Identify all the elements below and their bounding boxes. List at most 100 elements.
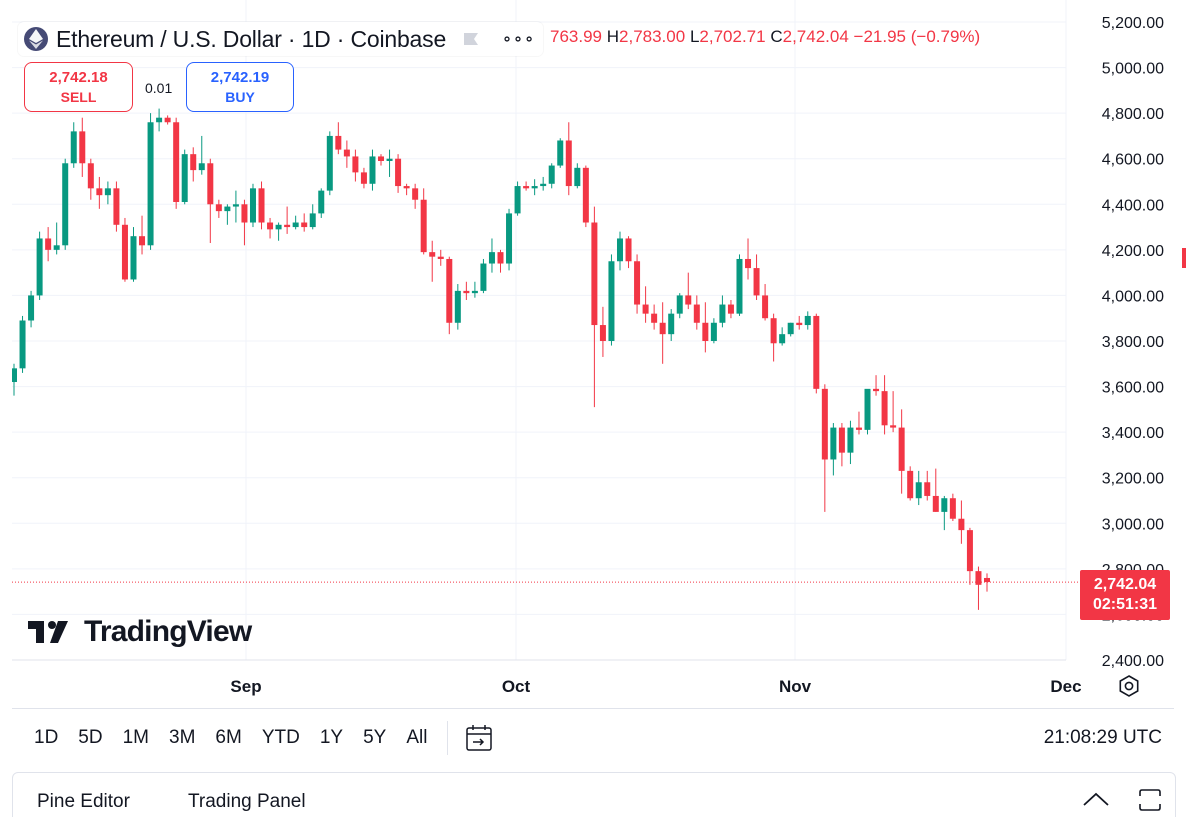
tradingview-wordmark: TradingView: [84, 615, 252, 648]
candle: [53, 222, 60, 255]
gear-icon[interactable]: [1118, 675, 1140, 697]
candle-body: [378, 156, 385, 161]
candle-body: [796, 322, 803, 326]
candle: [284, 206, 291, 234]
range-button-ytd[interactable]: YTD: [261, 726, 300, 748]
candle: [651, 304, 658, 330]
candle-body: [907, 470, 914, 499]
range-button-1d[interactable]: 1D: [34, 726, 59, 748]
candle: [753, 254, 760, 300]
candle: [249, 183, 256, 228]
candle-body: [787, 322, 794, 335]
candle-body: [480, 263, 487, 291]
candle-body: [28, 295, 35, 321]
candle-body: [676, 295, 683, 314]
symbol-title[interactable]: Ethereum / U.S. Dollar · 1D · Coinbase: [56, 25, 447, 52]
candle-body: [838, 427, 845, 453]
low-value: 2,702.71: [699, 27, 766, 46]
candle: [634, 254, 641, 314]
y-tick-label: 5,200.00: [1102, 15, 1164, 32]
calendar-goto-icon[interactable]: [464, 723, 494, 753]
maximize-icon[interactable]: [1137, 787, 1163, 813]
candle: [796, 315, 803, 330]
candle: [309, 204, 316, 230]
tab-trading-panel[interactable]: Trading Panel: [188, 791, 306, 812]
candle-body: [651, 313, 658, 323]
candle-body: [326, 135, 333, 191]
tradingview-logo[interactable]: TradingView: [28, 615, 252, 649]
candle-body: [531, 186, 538, 189]
candle: [164, 115, 171, 125]
candle-body: [898, 427, 905, 471]
candle-body: [181, 154, 188, 203]
range-button-all[interactable]: All: [406, 726, 428, 748]
candle-body: [574, 167, 581, 187]
candle-body: [275, 224, 282, 230]
candle-body: [454, 290, 461, 323]
range-button-1y[interactable]: 1Y: [319, 726, 344, 748]
candle: [514, 181, 521, 216]
candle: [855, 411, 862, 435]
ohlc-values: 763.99 H2,783.00 L2,702.71 C2,742.04 −21…: [550, 27, 1050, 47]
buy-label: BUY: [225, 89, 255, 105]
symbol-legend[interactable]: Ethereum / U.S. Dollar · 1D · Coinbase ∘…: [18, 22, 544, 56]
candle: [762, 284, 769, 321]
candle-body: [190, 154, 197, 171]
candle-body: [147, 122, 154, 246]
flag-icon[interactable]: [462, 31, 480, 47]
candle: [821, 384, 828, 512]
candle-body: [591, 222, 598, 326]
candle-body: [958, 518, 965, 531]
candle-body: [79, 131, 86, 164]
more-options-button[interactable]: ∘∘∘: [502, 31, 536, 48]
candle-body: [966, 530, 973, 572]
candle: [523, 181, 530, 191]
candle-body: [523, 186, 530, 189]
candle: [591, 206, 598, 408]
y-tick-label: 4,000.00: [1102, 288, 1164, 305]
range-button-1m[interactable]: 1M: [122, 726, 149, 748]
candle-body: [932, 495, 939, 512]
range-button-5y[interactable]: 5Y: [363, 726, 387, 748]
candle-body: [224, 206, 231, 212]
candle-body: [634, 261, 641, 305]
candle-body: [941, 498, 948, 512]
candle: [446, 256, 453, 335]
candle-body: [984, 577, 990, 583]
candle: [898, 409, 905, 494]
candle: [181, 149, 188, 205]
candle: [616, 231, 623, 271]
candle-body: [659, 322, 666, 335]
chevron-up-icon[interactable]: [1081, 790, 1111, 810]
x-axis-label: Oct: [501, 677, 531, 696]
candle-body: [506, 213, 513, 264]
candle-body: [855, 427, 862, 430]
open-value: 763.99: [550, 27, 602, 46]
candle: [557, 138, 564, 168]
candle: [941, 495, 948, 531]
candle-body: [412, 188, 419, 200]
utc-clock[interactable]: 21:08:29 UTC: [1043, 726, 1162, 748]
candle-body: [514, 186, 521, 214]
tab-pine-editor[interactable]: Pine Editor: [37, 791, 130, 812]
candle: [121, 217, 128, 282]
candle-body: [881, 391, 888, 426]
range-button-6m[interactable]: 6M: [215, 726, 242, 748]
candle-body: [582, 167, 589, 223]
range-button-5d[interactable]: 5D: [78, 726, 103, 748]
sell-button[interactable]: 2,742.18 SELL: [24, 62, 133, 112]
candle-body: [164, 117, 171, 123]
candle: [702, 302, 709, 353]
candle-body: [360, 172, 367, 184]
candle: [318, 188, 325, 218]
candle-body: [915, 482, 922, 499]
candle: [830, 423, 837, 476]
candle: [437, 249, 444, 266]
buy-button[interactable]: 2,742.19 BUY: [186, 62, 294, 112]
candle-body: [557, 140, 564, 166]
candle: [326, 131, 333, 196]
candle-body: [642, 304, 649, 314]
candle-body: [693, 304, 700, 323]
candle: [215, 199, 222, 218]
range-button-3m[interactable]: 3M: [169, 726, 196, 748]
